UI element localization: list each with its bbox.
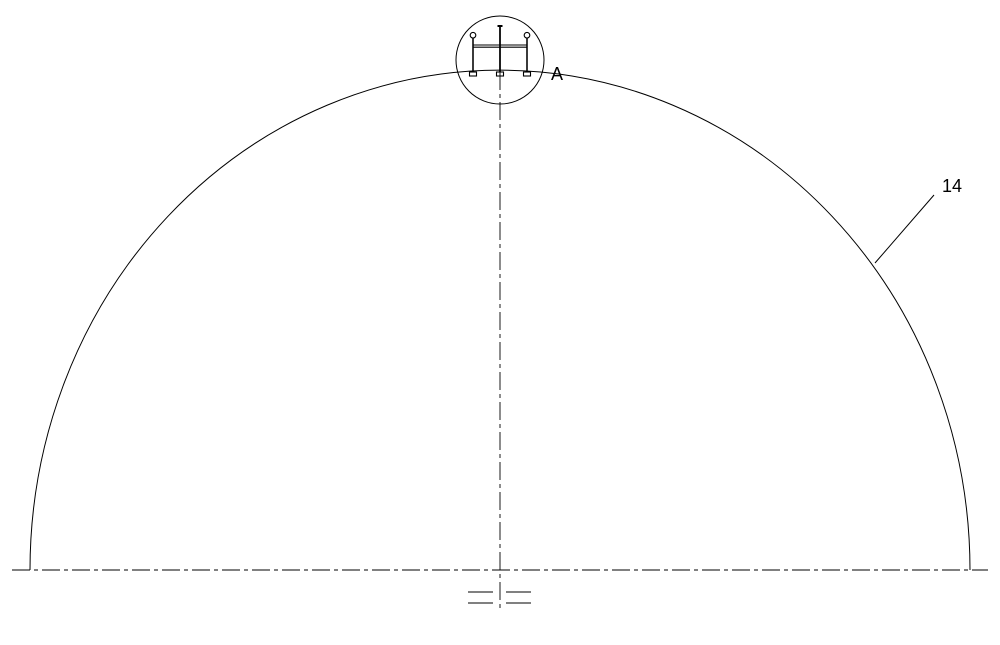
detail-label-A: A bbox=[551, 64, 563, 84]
callout-14-label: 14 bbox=[942, 176, 962, 196]
